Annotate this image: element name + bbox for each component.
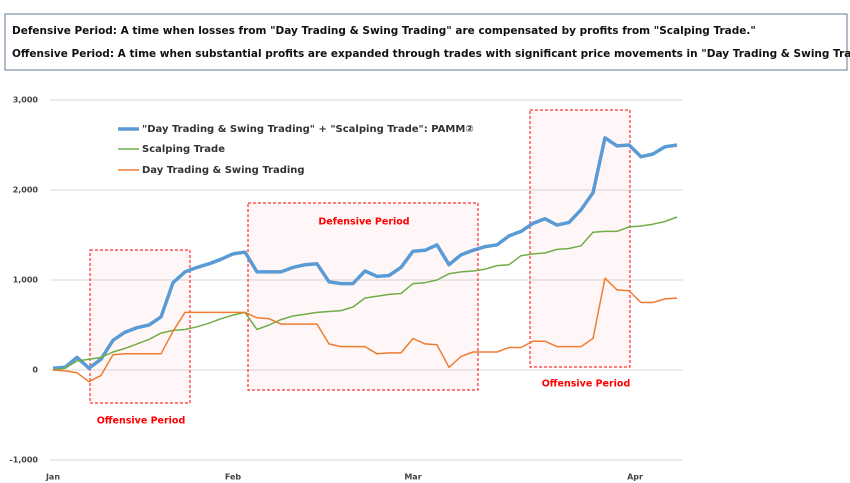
- note-box: [4, 13, 848, 71]
- annotations: Offensive Period Defensive Period Offens…: [89, 109, 631, 427]
- period-box: [529, 109, 631, 368]
- x-tick-label: Mar: [404, 473, 421, 482]
- x-tick-label: Jan: [45, 473, 60, 482]
- series-line: [52, 136, 678, 370]
- series-line: [52, 277, 678, 383]
- grid: [50, 99, 683, 461]
- annotation: Offensive Period: [542, 379, 631, 390]
- y-tick-label: -1,000: [9, 456, 38, 465]
- x-tick-label: Apr: [627, 473, 643, 482]
- y-tick-label: 3,000: [13, 96, 39, 105]
- period-box: [247, 202, 479, 391]
- annotation: Defensive Period: [318, 217, 409, 228]
- legend-label: "Day Trading & Swing Trading" + "Scalpin…: [142, 124, 474, 135]
- period-box: [89, 249, 191, 404]
- y-tick-label: 0: [32, 366, 38, 375]
- note-line: Defensive Period: A time when losses fro…: [12, 25, 756, 37]
- legend-label: Day Trading & Swing Trading: [142, 165, 305, 176]
- y-tick-label: 1,000: [13, 276, 39, 285]
- legend-label: Scalping Trade: [142, 144, 225, 155]
- note-line: Offensive Period: A time when substantia…: [12, 48, 850, 60]
- annotation: Offensive Period: [97, 416, 186, 427]
- x-tick-label: Feb: [225, 473, 242, 482]
- series-line: [52, 216, 678, 371]
- y-tick-label: 2,000: [13, 186, 39, 195]
